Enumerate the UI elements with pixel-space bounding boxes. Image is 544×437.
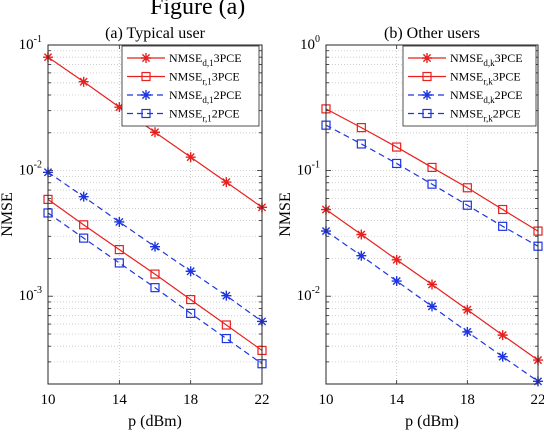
x-axis-label: p (dBm) <box>405 413 459 430</box>
data-point-star <box>462 305 472 315</box>
x-tick-label: 18 <box>460 392 475 408</box>
legend: NMSEd,13PCENMSEr,13PCENMSEd,12PCENMSEr,1… <box>122 46 259 126</box>
data-point-star <box>427 279 437 289</box>
data-point-star <box>498 352 508 362</box>
x-tick-label: 10 <box>41 392 56 408</box>
y-tick-label: 10-3 <box>19 285 42 304</box>
chart-panel-a: 10 14 18 22 10-3 10-2 10-1 p (dBm) NMSE (a) Typic… <box>0 25 270 430</box>
data-point-star <box>392 276 402 286</box>
legend-marker-star <box>141 90 151 100</box>
chart-panel-b: 10 14 18 22 10-2 10-1 100 p (dBm) NMSE (b) Other … <box>277 25 544 430</box>
legend-marker-star <box>422 53 432 63</box>
data-point-star <box>79 77 89 87</box>
data-point-star <box>221 177 231 187</box>
x-axis-label: p (dBm) <box>128 413 182 430</box>
y-tick-label: 10-2 <box>297 285 320 304</box>
data-point-star <box>186 152 196 162</box>
x-tick-label: 22 <box>531 392 544 408</box>
legend-marker-star <box>422 90 432 100</box>
data-point-star <box>427 301 437 311</box>
y-axis-label: NMSE <box>277 192 294 236</box>
y-axis-label: NMSE <box>0 192 16 236</box>
y-tick-label: 10-2 <box>19 160 42 179</box>
data-point-star <box>79 192 89 202</box>
panel-title: (a) Typical user <box>105 25 206 42</box>
panel-title: (b) Other users <box>384 25 480 42</box>
data-point-star <box>186 266 196 276</box>
y-tick-label: 10-1 <box>297 160 320 179</box>
data-point-star <box>150 127 160 137</box>
x-tick-label: 14 <box>389 392 405 408</box>
figure-caption-fragment: Figure (a) <box>150 0 245 20</box>
x-tick-label: 18 <box>183 392 198 408</box>
data-point-star <box>498 330 508 340</box>
y-tick-label: 10-1 <box>19 34 42 53</box>
data-point-star <box>462 327 472 337</box>
legend-marker-star <box>141 53 151 63</box>
x-tick-label: 10 <box>319 392 334 408</box>
y-tick-label: 100 <box>300 34 320 53</box>
x-tick-label: 14 <box>112 392 128 408</box>
data-point-star <box>150 242 160 252</box>
legend: NMSEd,k3PCENMSEr,k3PCENMSEd,k2PCENMSEr,k… <box>403 46 536 126</box>
data-point-star <box>392 255 402 265</box>
data-point-star <box>221 291 231 301</box>
data-point-star <box>114 217 124 227</box>
data-point-star <box>356 251 366 261</box>
data-point-star <box>356 229 366 239</box>
x-tick-label: 22 <box>255 392 270 408</box>
